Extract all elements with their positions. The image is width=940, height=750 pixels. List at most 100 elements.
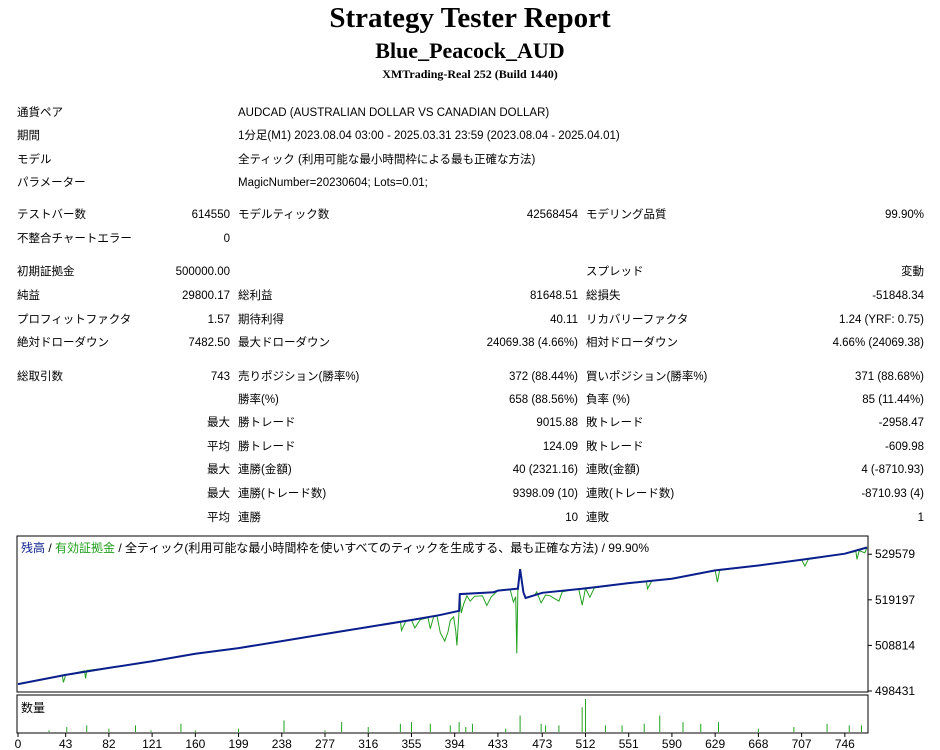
- y-tick-label: 529579: [875, 547, 915, 561]
- largest-win-value: 9015.88: [536, 417, 578, 429]
- largest-loss-label: 敗トレード: [586, 417, 644, 429]
- max-prefix: 最大: [207, 488, 230, 500]
- avg-loss-value: -609.98: [884, 441, 924, 453]
- total-trades-label: 総取引数: [17, 371, 63, 383]
- x-axis: 0 43 82 121 160 199 238 277 316 355 394 433 473 512 55…: [15, 733, 855, 750]
- max-consec-wins-count-value: 9398.09 (10): [512, 488, 578, 500]
- x-tick-label: 121: [142, 737, 162, 750]
- profit-factor-value: 1.57: [207, 314, 230, 326]
- model-label: モデル: [17, 154, 52, 166]
- bars-value: 614550: [191, 209, 230, 221]
- params-label: パラメーター: [17, 177, 86, 189]
- largest-loss-value: -2958.47: [878, 417, 924, 429]
- legend-description: / 全ティック(利用可能な最小時間枠を使いすべてのティックを生成する、最も正確な…: [115, 540, 649, 555]
- legend-balance: 残高: [21, 540, 45, 555]
- legend-equity: 有効証拠金: [55, 540, 115, 555]
- avg-win-value: 124.09: [542, 441, 578, 453]
- x-tick-label: 277: [315, 737, 335, 750]
- x-tick-label: 0: [15, 737, 22, 750]
- avg-loss-label: 敗トレード: [586, 441, 644, 453]
- avg-consec-wins-label: 連勝: [238, 512, 261, 524]
- max-consec-wins-amount-label: 連勝(金額): [238, 464, 292, 476]
- rel-drawdown-value: 4.66% (24069.38): [832, 337, 924, 349]
- gross-loss-value: -51848.34: [872, 290, 924, 302]
- deposit-label: 初期証拠金: [17, 266, 75, 278]
- max-consec-wins-count-label: 連勝(トレード数): [238, 488, 327, 500]
- net-profit-label: 純益: [17, 290, 40, 302]
- ticks-label: モデルティック数: [238, 209, 330, 221]
- symbol-value: AUDCAD (AUSTRALIAN DOLLAR VS CANADIAN DO…: [238, 107, 550, 119]
- win-rate-value: 658 (88.56%): [508, 394, 578, 406]
- average-prefix: 平均: [207, 512, 230, 524]
- spread-value: 変動: [901, 266, 924, 278]
- x-tick-label: 433: [488, 737, 508, 750]
- x-tick-label: 590: [662, 737, 682, 750]
- x-tick-label: 394: [445, 737, 465, 750]
- largest-win-label: 勝トレード: [238, 417, 296, 429]
- deposit-value: 500000.00: [175, 266, 230, 278]
- period-label: 期間: [17, 130, 40, 142]
- x-tick-label: 551: [619, 737, 639, 750]
- report-title: Strategy Tester Report: [329, 2, 611, 34]
- net-profit-value: 29800.17: [182, 290, 230, 302]
- x-tick-label: 746: [835, 737, 855, 750]
- x-tick-label: 238: [272, 737, 292, 750]
- x-tick-label: 473: [532, 737, 552, 750]
- profit-factor-label: プロフィットファクタ: [17, 314, 132, 326]
- gross-loss-label: 総損失: [586, 290, 621, 302]
- x-tick-label: 199: [229, 737, 249, 750]
- x-tick-label: 668: [748, 737, 768, 750]
- max-consec-losses-amount-value: 4 (-8710.93): [861, 464, 924, 476]
- spread-label: スプレッド: [586, 266, 644, 278]
- gross-profit-value: 81648.51: [530, 290, 578, 302]
- average-prefix: 平均: [207, 441, 230, 453]
- y-tick-label: 519197: [875, 593, 915, 607]
- avg-consec-losses-value: 1: [917, 512, 924, 524]
- rel-drawdown-label: 相対ドローダウン: [586, 337, 678, 349]
- x-tick-label: 629: [705, 737, 725, 750]
- legend-separator: /: [45, 541, 55, 555]
- long-positions-value: 371 (88.68%): [854, 371, 924, 383]
- volume-plot-frame: [16, 694, 869, 734]
- ticks-value: 42568454: [526, 209, 578, 221]
- gross-profit-label: 総利益: [238, 290, 273, 302]
- y-tick-label: 508814: [875, 638, 915, 652]
- short-positions-label: 売りポジション(勝率%): [238, 371, 360, 383]
- volume-label: 数量: [21, 700, 45, 715]
- max-consec-losses-count-value: -8710.93 (4): [861, 488, 924, 500]
- expected-payoff-label: 期待利得: [238, 314, 284, 326]
- chart-legend: 残高 / 有効証拠金 / 全ティック(利用可能な最小時間枠を使いすべてのティック…: [21, 540, 649, 555]
- model-value: 全ティック (利用可能な最小時間枠による最も正確な方法): [238, 154, 536, 166]
- avg-consec-losses-label: 連敗: [586, 512, 609, 524]
- recovery-factor-label: リカバリーファクタ: [586, 314, 689, 326]
- mismatch-label: 不整合チャートエラー: [17, 233, 132, 245]
- expected-payoff-value: 40.11: [550, 314, 578, 326]
- bars-label: テストバー数: [17, 209, 86, 221]
- total-trades-value: 743: [210, 371, 230, 383]
- server-build: XMTrading-Real 252 (Build 1440): [382, 67, 558, 81]
- max-consec-losses-count-label: 連敗(トレード数): [586, 488, 675, 500]
- quality-label: モデリング品質: [586, 209, 667, 221]
- symbol-label: 通貨ペア: [17, 107, 63, 119]
- params-value: MagicNumber=20230604; Lots=0.01;: [238, 177, 428, 189]
- expert-name: Blue_Peacock_AUD: [375, 38, 565, 63]
- mismatch-value: 0: [223, 233, 230, 245]
- y-axis: 529579 519197 508814 498431: [868, 547, 915, 698]
- x-tick-label: 316: [358, 737, 378, 750]
- x-tick-label: 82: [102, 737, 116, 750]
- loss-rate-value: 85 (11.44%): [862, 394, 924, 406]
- period-value: 1分足(M1) 2023.08.04 03:00 - 2025.03.31 23…: [238, 130, 620, 142]
- x-tick-label: 160: [185, 737, 205, 750]
- x-tick-label: 43: [59, 737, 73, 750]
- win-rate-label: 勝率(%): [238, 394, 279, 406]
- x-tick-label: 707: [792, 737, 812, 750]
- loss-rate-label: 負率 (%): [586, 394, 631, 406]
- abs-drawdown-value: 7482.50: [188, 337, 230, 349]
- max-drawdown-label: 最大ドローダウン: [238, 337, 330, 349]
- largest-prefix: 最大: [207, 417, 230, 429]
- volume-bars: [48, 699, 862, 732]
- balance-equity-chart: 529579 519197 508814 498431 0 43 82 121 160 199 2…: [15, 535, 915, 750]
- balance-line: [17, 546, 868, 686]
- recovery-factor-value: 1.24 (YRF: 0.75): [838, 314, 924, 326]
- max-prefix: 最大: [207, 464, 230, 476]
